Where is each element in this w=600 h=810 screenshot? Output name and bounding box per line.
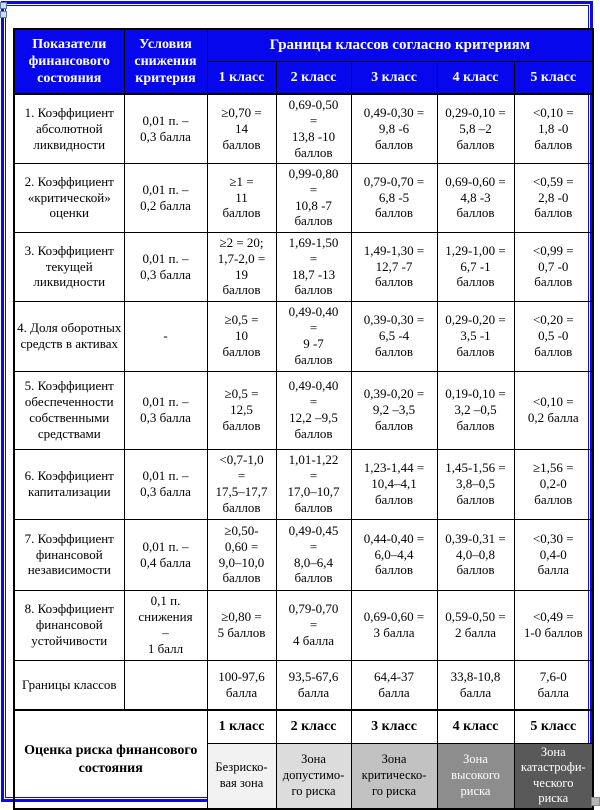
class2-cell: 0,79-0,70 = 4 балла bbox=[275, 589, 352, 661]
class1-cell: ≥2 = 20; 1,7-2,0 = 19 баллов bbox=[206, 231, 277, 302]
indicator-name: 7. Коэффициент финансовой независимости bbox=[13, 518, 125, 591]
class1-cell: ≥0,50- 0,60 = 9,0–10,0 баллов bbox=[206, 518, 277, 591]
header-row-top: Показатели финансового состояния Условия… bbox=[13, 28, 594, 95]
class3-cell: 0,39-0,30 = 6,5 -4 баллов bbox=[350, 300, 438, 372]
class4-cell: 0,59-0,50 = 2 балла bbox=[436, 589, 515, 661]
class3-cell: 0,79-0,70 = 6,8 -5 баллов bbox=[350, 162, 438, 233]
class5-cell: ≥1,56 = 0,2-0 баллов bbox=[513, 448, 594, 520]
table-row: 7. Коэффициент финансовой независимости … bbox=[13, 518, 594, 591]
risk-zones-row: Безриско- вая зона Зона допустимо- го ри… bbox=[14, 742, 594, 810]
condition-cell: 0,01 п. – 0,4 балла bbox=[123, 518, 208, 591]
bounds-class2: 93,5-67,6 балла bbox=[275, 659, 352, 711]
class5-cell: <0,49 = 1-0 баллов bbox=[513, 589, 594, 661]
condition-cell: 0,01 п. – 0,2 балла bbox=[123, 162, 208, 233]
class2-cell: 0,69-0,50 = 13,8 -10 баллов bbox=[275, 93, 352, 164]
class2-cell: 0,99-0,80 = 10,8 -7 баллов bbox=[275, 162, 352, 233]
class2-cell: 0,49-0,40 = 9 -7 баллов bbox=[275, 300, 352, 372]
class4-cell: 0,69-0,60 = 4,8 -3 баллов bbox=[436, 162, 515, 233]
table-row: 2. Коэффициент «критической» оценки 0,01… bbox=[13, 162, 594, 233]
class1-cell: <0,7-1,0 = 17,5–17,7 баллов bbox=[206, 448, 277, 520]
class4-cell: 1,29-1,00 = 6,7 -1 баллов bbox=[436, 231, 515, 302]
class1-cell: ≥1 = 11 баллов bbox=[206, 162, 277, 233]
zone-high-risk: Зона высокого риска bbox=[436, 742, 515, 810]
class-header-4: 4 класс bbox=[436, 60, 515, 95]
class3-cell: 0,44-0,40 = 6,0–4,4 баллов bbox=[350, 518, 438, 591]
assessment-class-1: 1 класс bbox=[206, 709, 277, 744]
indicator-name: 2. Коэффициент «критической» оценки bbox=[13, 162, 125, 233]
bounds-label: Границы классов bbox=[13, 659, 125, 711]
class4-cell: 0,29-0,20 = 3,5 -1 баллов bbox=[436, 300, 515, 372]
indicator-name: 5. Коэффициент обеспеченности собственны… bbox=[13, 370, 125, 450]
bounds-class5: 7,6-0 балла bbox=[513, 659, 594, 711]
class4-cell: 1,45-1,56 = 3,8–0,5 баллов bbox=[436, 448, 515, 520]
zone-critical-risk: Зона критическо- го риска bbox=[350, 742, 438, 810]
risk-assessment-label: Оценка риска финансового состояния bbox=[13, 709, 208, 810]
class-bounds-row: Границы классов 100-97,6 балла 93,5-67,6… bbox=[13, 659, 594, 711]
assessment-class-row: Оценка риска финансового состояния 1 кла… bbox=[13, 709, 594, 810]
class1-cell: ≥0,5 = 12,5 баллов bbox=[206, 370, 277, 450]
bounds-class4: 33,8-10,8 балла bbox=[436, 659, 515, 711]
indicator-name: 8. Коэффициент финансовой устойчивости bbox=[13, 589, 125, 661]
table-row: 3. Коэффициент текущей ликвидности 0,01 … bbox=[13, 231, 594, 302]
table-row: 6. Коэффициент капитализации 0,01 п. – 0… bbox=[13, 448, 594, 520]
class3-cell: 0,69-0,60 = 3 балла bbox=[350, 589, 438, 661]
class-header-2: 2 класс bbox=[275, 60, 352, 95]
conditions-header: Условия снижения критерия bbox=[123, 28, 208, 95]
bounds-class1: 100-97,6 балла bbox=[206, 659, 277, 711]
class-header-1: 1 класс bbox=[206, 60, 277, 95]
header-row-classes: 1 класс 2 класс 3 класс 4 класс 5 класс bbox=[14, 60, 594, 95]
assessment-class-3: 3 класс bbox=[350, 709, 438, 744]
indicator-name: 1. Коэффициент абсолютной ликвидности bbox=[13, 93, 125, 164]
class-header-5: 5 класс bbox=[513, 60, 594, 95]
condition-cell: 0,01 п. – 0,3 балла bbox=[123, 370, 208, 450]
condition-cell: - bbox=[123, 300, 208, 372]
class4-cell: 0,19-0,10 = 3,2 –0,5 баллов bbox=[436, 370, 515, 450]
condition-cell: 0,1 п. снижения – 1 балл bbox=[123, 589, 208, 661]
bounds-header: Границы классов согласно критериям bbox=[206, 28, 594, 62]
class1-cell: ≥0,70 = 14 баллов bbox=[206, 93, 277, 164]
assessment-class-4: 4 класс bbox=[436, 709, 515, 744]
class5-cell: <0,10 = 1,8 -0 баллов bbox=[513, 93, 594, 164]
table-row: 4. Доля оборотных средств в активах - ≥0… bbox=[13, 300, 594, 372]
indicator-name: 4. Доля оборотных средств в активах bbox=[13, 300, 125, 372]
class-header-3: 3 класс bbox=[350, 60, 438, 95]
class5-cell: <0,59 = 2,8 -0 баллов bbox=[513, 162, 594, 233]
zone-catastrophic-risk: Зона катастрофи- ческого риска bbox=[513, 742, 594, 810]
indicator-name: 3. Коэффициент текущей ликвидности bbox=[13, 231, 125, 302]
table-row: 1. Коэффициент абсолютной ликвидности 0,… bbox=[13, 93, 594, 164]
indicators-header: Показатели финансового состояния bbox=[13, 28, 125, 95]
class2-cell: 1,69-1,50 = 18,7 -13 баллов bbox=[275, 231, 352, 302]
assessment-class-2: 2 класс bbox=[275, 709, 352, 744]
class4-cell: 0,39-0,31 = 4,0–0,8 баллов bbox=[436, 518, 515, 591]
table-row: 8. Коэффициент финансовой устойчивости 0… bbox=[13, 589, 594, 661]
resize-handle[interactable] bbox=[591, 797, 600, 806]
class2-cell: 0,49-0,40 = 12,2 –9,5 баллов bbox=[275, 370, 352, 450]
condition-cell: 0,01 п. – 0,3 балла bbox=[123, 93, 208, 164]
class1-cell: ≥0,80 = 5 баллов bbox=[206, 589, 277, 661]
class3-cell: 0,49-0,30 = 9,8 -6 баллов bbox=[350, 93, 438, 164]
class5-cell: <0,99 = 0,7 -0 баллов bbox=[513, 231, 594, 302]
class3-cell: 1,49-1,30 = 12,7 -7 баллов bbox=[350, 231, 438, 302]
class2-cell: 1,01-1,22 = 17,0–10,7 баллов bbox=[275, 448, 352, 520]
anchor-icon bbox=[0, 2, 9, 20]
condition-cell: 0,01 п. – 0,3 балла bbox=[123, 448, 208, 520]
class5-cell: <0,20 = 0,5 -0 баллов bbox=[513, 300, 594, 372]
class5-cell: <0,10 = 0,2 балла bbox=[513, 370, 594, 450]
class1-cell: ≥0,5 = 10 баллов bbox=[206, 300, 277, 372]
class3-cell: 1,23-1,44 = 10,4–4,1 баллов bbox=[350, 448, 438, 520]
zone-riskfree: Безриско- вая зона bbox=[206, 742, 277, 810]
condition-cell: 0,01 п. – 0,3 балла bbox=[123, 231, 208, 302]
bounds-class3: 64,4-37 балла bbox=[350, 659, 438, 711]
assessment-class-5: 5 класс bbox=[513, 709, 594, 744]
class2-cell: 0,49-0,45 = 8,0–6,4 баллов bbox=[275, 518, 352, 591]
class3-cell: 0,39-0,20 = 9,2 –3,5 баллов bbox=[350, 370, 438, 450]
class5-cell: <0,30 = 0,4-0 балла bbox=[513, 518, 594, 591]
bounds-empty-cell bbox=[123, 659, 208, 711]
zone-acceptable-risk: Зона допустимо- го риска bbox=[275, 742, 352, 810]
class4-cell: 0,29-0,10 = 5,8 –2 баллов bbox=[436, 93, 515, 164]
indicator-name: 6. Коэффициент капитализации bbox=[13, 448, 125, 520]
table-row: 5. Коэффициент обеспеченности собственны… bbox=[13, 370, 594, 450]
financial-criteria-table: Показатели финансового состояния Условия… bbox=[13, 28, 595, 810]
